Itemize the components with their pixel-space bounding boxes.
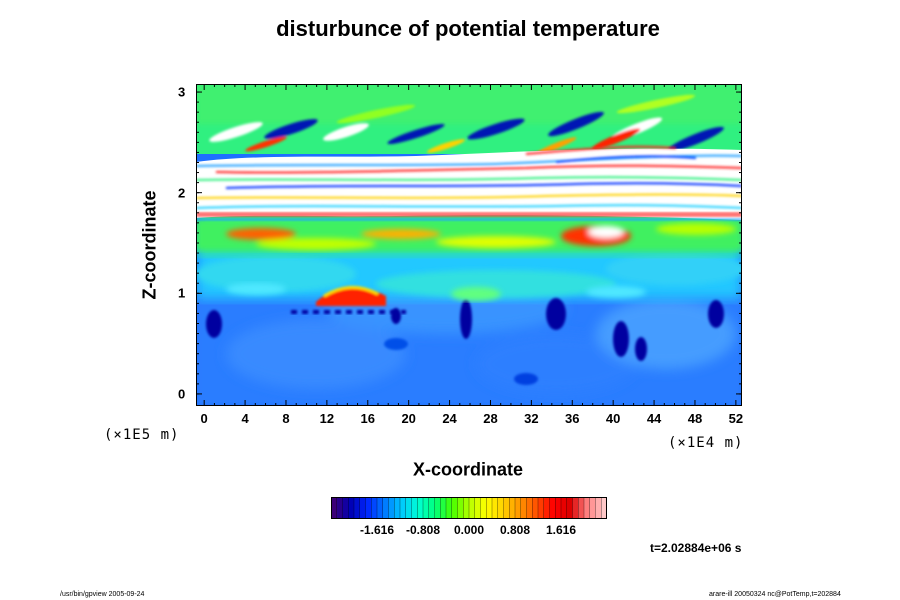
colorbar-bin [336, 497, 343, 519]
footer-left: /usr/bin/gpview 2005-09-24 [60, 591, 145, 598]
chart-title: disturbunce of potential temperature [276, 16, 660, 41]
colorbar-bin [503, 497, 510, 519]
colorbar-bin [411, 497, 418, 519]
y-tick-label: 1 [178, 285, 186, 301]
colorbar-bin [388, 497, 395, 519]
colorbar-bin [520, 497, 527, 519]
x-tick-label: 52 [728, 411, 744, 426]
y-axis-label: Z-coordinate [139, 190, 160, 300]
colorbar-bin [549, 497, 556, 519]
colorbar-bin [353, 497, 361, 519]
time-annotation: t=2.02884e+06 s [650, 541, 742, 555]
colorbar-bin [342, 497, 349, 519]
colorbar-tick-label: 1.616 [545, 523, 577, 537]
colorbar-bin [434, 497, 441, 519]
colorbar-bin [491, 497, 499, 519]
y-unit-label: (×1E5 m) [104, 427, 180, 443]
x-tick-label: 40 [605, 411, 621, 426]
colorbar-tick-label: -0.808 [405, 523, 441, 537]
colorbar-bin [451, 497, 458, 519]
colorbar-bin [474, 497, 481, 519]
colorbar-bin [566, 497, 573, 519]
colorbar-bin [440, 497, 447, 519]
colorbar-bin [399, 497, 407, 519]
colorbar-bin [376, 497, 384, 519]
y-tick-label: 2 [178, 185, 186, 201]
colorbar-bin [348, 497, 355, 519]
colorbar-bin [417, 497, 424, 519]
colorbar-bin [497, 497, 504, 519]
x-axis-label: X-coordinate [412, 459, 524, 480]
colorbar-bin [601, 497, 607, 519]
footer-right: arare-ill 20050324 nc@PotTemp,t=202884 [709, 591, 841, 598]
colorbar-bin [589, 497, 596, 519]
colorbar-tick-label: 0.808 [499, 523, 531, 537]
x-tick-label: 8 [282, 411, 290, 426]
colorbar-bin [382, 497, 389, 519]
colorbar-bin [526, 497, 533, 519]
x-tick-label: 36 [565, 411, 580, 426]
colorbar-bin [514, 497, 522, 519]
x-tick-label: 28 [483, 411, 498, 426]
colorbar-bin [445, 497, 453, 519]
x-unit-label: (×1E4 m) [668, 435, 744, 451]
x-tick-label: 16 [360, 411, 375, 426]
colorbar-bin [371, 497, 378, 519]
colorbar-bin [578, 497, 585, 519]
colorbar-bin [583, 497, 591, 519]
colorbar-bin [359, 497, 366, 519]
x-tick-label: 12 [319, 411, 335, 426]
x-tick-label: 0 [200, 411, 208, 426]
colorbar [331, 497, 607, 519]
colorbar-bin [560, 497, 568, 519]
y-tick-label: 3 [178, 84, 186, 100]
x-tick-label: 24 [442, 411, 457, 426]
colorbar-bin [468, 497, 476, 519]
colorbar-bin [486, 497, 493, 519]
colorbar-bin [480, 497, 487, 519]
colorbar-bin [537, 497, 545, 519]
x-tick-label: 4 [241, 411, 249, 426]
plot-frame [196, 84, 742, 406]
colorbar-bin [509, 497, 516, 519]
colorbar-bin [422, 497, 430, 519]
colorbar-bin [463, 497, 470, 519]
colorbar-bin [428, 497, 435, 519]
colorbar-bin [543, 497, 550, 519]
colorbar-tick-label: 0.000 [453, 523, 485, 537]
colorbar-bin [365, 497, 372, 519]
heatmap-field [196, 84, 742, 406]
colorbar-bin [555, 497, 562, 519]
x-tick-label: 44 [646, 411, 662, 426]
colorbar-bin [457, 497, 464, 519]
colorbar-bin [532, 497, 539, 519]
colorbar-bin [595, 497, 602, 519]
y-tick-label: 0 [178, 386, 186, 402]
x-tick-label: 20 [401, 411, 416, 426]
x-tick-label: 48 [687, 411, 703, 426]
colorbar-tick-label: -1.616 [359, 523, 395, 537]
colorbar-bin [394, 497, 401, 519]
colorbar-bin [572, 497, 579, 519]
colorbar-frame [331, 497, 607, 519]
x-tick-label: 32 [524, 411, 539, 426]
colorbar-bin [405, 497, 412, 519]
heatmap-plot [196, 84, 742, 406]
